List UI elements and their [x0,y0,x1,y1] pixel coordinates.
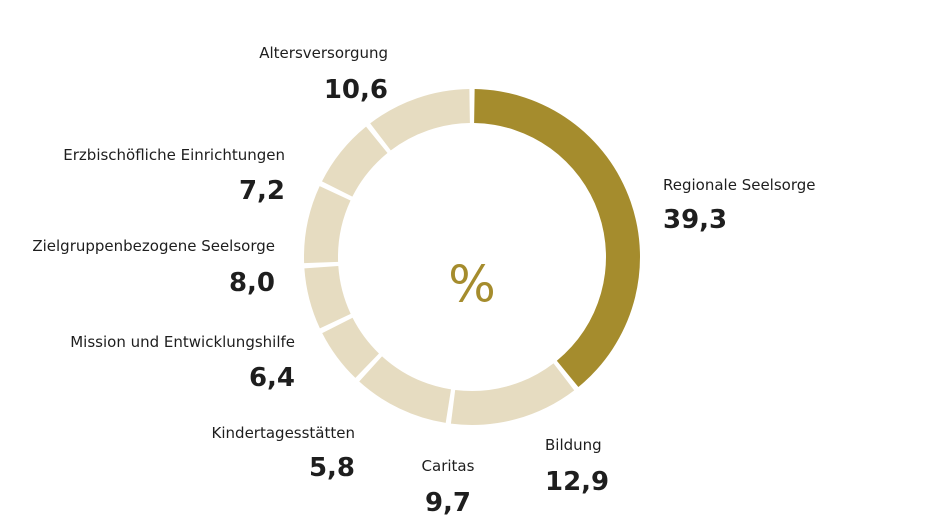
donut-slice-4 [322,317,379,378]
slice-value-4: 5,8 [309,453,355,483]
slice-value-6: 8,0 [229,268,275,298]
slice-value-1: 39,3 [663,205,727,235]
slice-label-6: Zielgruppenbezogene Seelsorge [32,237,275,255]
slice-label-8: Altersversorgung [259,44,388,62]
slice-label-7: Erzbischöfliche Einrichtungen [63,146,285,164]
donut-slice-1 [474,89,641,388]
donut-slice-3 [359,356,452,423]
slice-value-5: 6,4 [249,363,295,393]
slice-value-7: 7,2 [239,176,285,206]
slice-label-3: Caritas [422,457,475,475]
slice-label-1: Regionale Seelsorge [663,176,816,194]
slice-labels: Regionale Seelsorge 39,3 Bildung 12,9 Carita… [32,44,815,518]
slice-value-8: 10,6 [324,75,388,105]
donut-slice-2 [450,363,575,425]
slice-label-2: Bildung [545,436,602,454]
slice-value-3: 9,7 [425,488,471,518]
center-unit-label: % [448,256,496,314]
donut-slice-8 [370,89,470,151]
donut-slice-7 [321,126,388,197]
slice-label-4: Kindertagesstätten [212,424,355,442]
donut-slice-5 [304,266,351,329]
slice-value-2: 12,9 [545,467,609,497]
donut-slices [304,89,641,425]
slice-label-5: Mission und Entwicklungshilfe [70,333,295,351]
donut-slice-6 [304,186,351,264]
